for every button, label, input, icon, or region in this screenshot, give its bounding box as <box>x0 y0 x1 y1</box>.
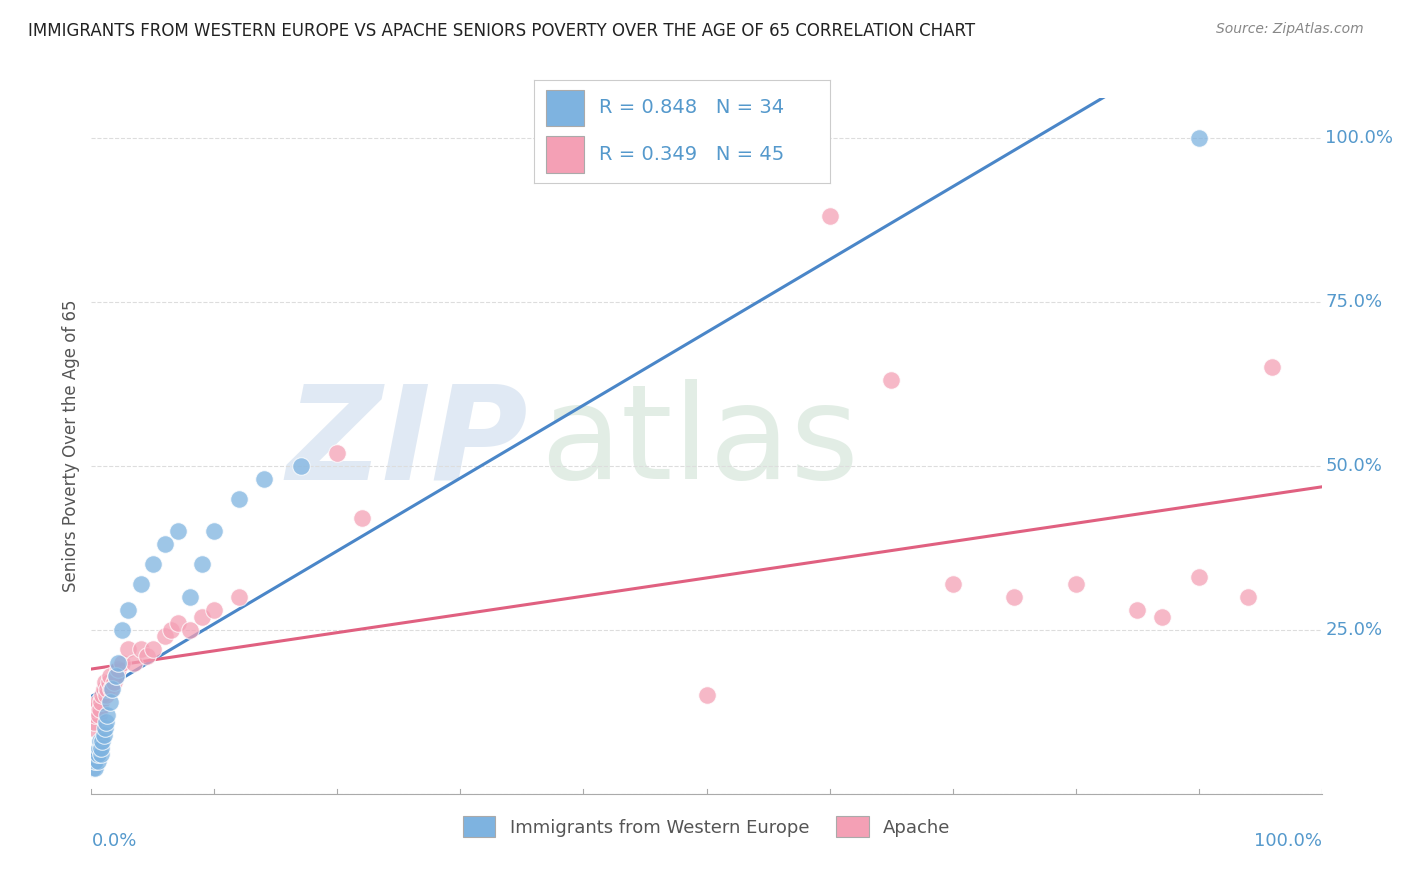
Point <box>153 629 177 643</box>
Text: R = 0.848   N = 34: R = 0.848 N = 34 <box>599 98 785 118</box>
Point <box>695 689 717 703</box>
Point <box>107 656 129 670</box>
Point <box>98 695 121 709</box>
Point <box>96 714 117 729</box>
Point <box>1237 590 1260 604</box>
Text: R = 0.349   N = 45: R = 0.349 N = 45 <box>599 145 785 163</box>
Point <box>202 603 225 617</box>
Point <box>82 761 104 775</box>
Point <box>97 675 120 690</box>
Point <box>142 642 165 657</box>
Point <box>101 681 124 696</box>
Point <box>94 675 117 690</box>
Point <box>129 577 152 591</box>
Point <box>202 524 225 539</box>
Point <box>94 721 117 735</box>
Text: 25.0%: 25.0% <box>1326 621 1382 639</box>
Point <box>103 675 125 690</box>
Point <box>86 754 108 768</box>
Point <box>83 714 105 729</box>
Text: IMMIGRANTS FROM WESTERN EUROPE VS APACHE SENIORS POVERTY OVER THE AGE OF 65 CORR: IMMIGRANTS FROM WESTERN EUROPE VS APACHE… <box>28 22 976 40</box>
Point <box>84 761 107 775</box>
Point <box>111 656 134 670</box>
Text: atlas: atlas <box>540 379 859 506</box>
Point <box>191 609 214 624</box>
Point <box>111 623 134 637</box>
Point <box>179 623 201 637</box>
Point <box>93 728 115 742</box>
Point <box>153 537 177 551</box>
Point <box>100 681 122 696</box>
Text: ZIP: ZIP <box>287 379 529 506</box>
Point <box>96 708 118 723</box>
Point <box>941 577 963 591</box>
Point <box>326 445 349 459</box>
Text: Source: ZipAtlas.com: Source: ZipAtlas.com <box>1216 22 1364 37</box>
Text: 100.0%: 100.0% <box>1326 128 1393 146</box>
Point <box>1002 590 1025 604</box>
Y-axis label: Seniors Poverty Over the Age of 65: Seniors Poverty Over the Age of 65 <box>62 300 80 592</box>
Point <box>87 708 110 723</box>
Point <box>1150 609 1173 624</box>
Point <box>352 511 374 525</box>
Point <box>228 491 250 506</box>
FancyBboxPatch shape <box>546 136 585 173</box>
Point <box>96 681 118 696</box>
Text: 0.0%: 0.0% <box>91 832 136 850</box>
Text: 75.0%: 75.0% <box>1326 293 1382 310</box>
Text: 50.0%: 50.0% <box>1326 457 1382 475</box>
Point <box>93 681 115 696</box>
Point <box>105 669 127 683</box>
Text: 100.0%: 100.0% <box>1254 832 1322 850</box>
FancyBboxPatch shape <box>546 89 585 127</box>
Point <box>160 623 183 637</box>
Point <box>86 695 108 709</box>
Point <box>90 695 112 709</box>
Point <box>290 458 312 473</box>
Point <box>1261 360 1284 375</box>
Point <box>135 648 157 663</box>
Point <box>1126 603 1149 617</box>
Point <box>142 557 165 571</box>
Point <box>91 689 114 703</box>
Point <box>124 656 146 670</box>
Point <box>90 740 112 755</box>
Point <box>1187 570 1209 584</box>
Point <box>89 701 111 715</box>
Point <box>84 754 107 768</box>
Point <box>83 754 105 768</box>
Legend: Immigrants from Western Europe, Apache: Immigrants from Western Europe, Apache <box>454 807 959 847</box>
Point <box>880 373 903 387</box>
Point <box>98 669 121 683</box>
Point <box>1187 130 1209 145</box>
Point <box>228 590 250 604</box>
Point <box>1064 577 1087 591</box>
Point <box>82 721 104 735</box>
Point <box>129 642 152 657</box>
Point <box>84 708 107 723</box>
Point <box>86 701 108 715</box>
Point <box>818 209 841 223</box>
Point <box>166 524 188 539</box>
Point <box>117 642 139 657</box>
Point <box>253 472 276 486</box>
Point <box>87 740 110 755</box>
Point <box>166 616 188 631</box>
Point <box>91 734 114 748</box>
Point <box>107 662 129 676</box>
Point <box>191 557 214 571</box>
Point <box>117 603 139 617</box>
Point <box>83 747 105 762</box>
Point <box>90 747 112 762</box>
Point <box>86 747 108 762</box>
Point <box>86 747 108 762</box>
Point <box>105 669 127 683</box>
Point <box>179 590 201 604</box>
Point <box>89 734 111 748</box>
Point <box>96 689 117 703</box>
